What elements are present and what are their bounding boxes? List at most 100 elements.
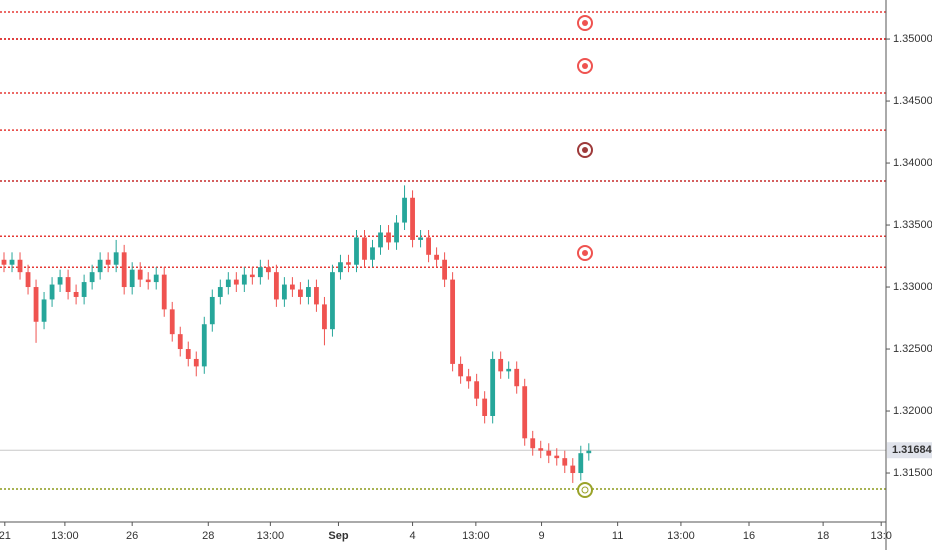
- candle-body: [185, 349, 191, 359]
- y-tick-label: 1.35000: [893, 33, 932, 45]
- candle-body: [161, 274, 167, 310]
- last-price-label: 1.31684: [892, 444, 932, 456]
- candle-body: [273, 272, 279, 300]
- candle-body: [193, 358, 199, 367]
- candle-body: [402, 197, 407, 223]
- candle-body: [554, 455, 560, 459]
- x-tick-label: Sep: [328, 530, 348, 542]
- candle-body: [97, 259, 103, 273]
- candle-body: [338, 262, 343, 273]
- y-tick-label: 1.32000: [893, 405, 932, 417]
- candle-body: [241, 274, 247, 285]
- x-tick-label: 13:00: [257, 530, 285, 542]
- candle-body: [298, 289, 303, 297]
- candle-body: [570, 465, 576, 474]
- x-tick-label: 13:00: [462, 530, 490, 542]
- candle-body: [137, 269, 143, 280]
- candle-body: [265, 267, 271, 273]
- x-tick-label: 18: [817, 530, 829, 542]
- candle-body: [145, 279, 151, 283]
- candle-body: [225, 279, 231, 288]
- candle-body: [233, 279, 239, 285]
- candle-body: [73, 291, 79, 297]
- candle-body: [562, 458, 568, 466]
- candle-body: [490, 358, 496, 416]
- y-tick-label: 1.32500: [893, 343, 932, 355]
- candle-body: [394, 222, 399, 243]
- candle-body: [370, 247, 375, 260]
- candle-body: [546, 450, 552, 456]
- candle-body: [578, 453, 584, 474]
- candle-body: [426, 237, 431, 255]
- alert-dot: [582, 63, 588, 69]
- candle-body: [306, 287, 311, 297]
- y-tick-label: 1.34500: [893, 95, 932, 107]
- x-tick-label: 28: [202, 530, 214, 542]
- x-tick-label: 9: [538, 530, 544, 542]
- candle-body: [9, 259, 15, 265]
- candle-body: [201, 324, 207, 367]
- x-tick-label: 13:00: [667, 530, 695, 542]
- candle-body: [514, 368, 520, 387]
- x-tick-label: 21: [0, 530, 11, 542]
- candle-body: [17, 259, 23, 273]
- y-tick-label: 1.33000: [893, 281, 932, 293]
- candle-body: [57, 277, 63, 285]
- x-tick-label: 26: [126, 530, 138, 542]
- candle-body: [346, 262, 351, 265]
- x-tick-label: 4: [409, 530, 415, 542]
- candle-body: [442, 259, 448, 280]
- candle-body: [217, 287, 223, 297]
- candle-body: [474, 381, 480, 399]
- candle-body: [522, 386, 528, 439]
- candle-body: [209, 296, 215, 325]
- candle-body: [410, 197, 415, 240]
- candle-body: [458, 363, 464, 377]
- candle-body: [113, 252, 119, 265]
- candle-body: [450, 279, 456, 364]
- y-tick-label: 1.33500: [893, 219, 932, 231]
- candle-body: [105, 259, 111, 265]
- candle-body: [362, 237, 367, 260]
- x-tick-label: 13:0: [870, 530, 891, 542]
- candle-body: [434, 254, 439, 260]
- candle-body: [249, 274, 255, 278]
- alert-dot: [582, 147, 588, 153]
- candle-body: [81, 282, 87, 297]
- candle-body: [153, 274, 159, 283]
- candle-body: [1, 259, 7, 265]
- candle-body: [506, 368, 512, 372]
- candle-body: [257, 267, 263, 278]
- y-tick-label: 1.31500: [893, 467, 932, 479]
- candle-body: [121, 252, 127, 288]
- candle-body: [25, 272, 31, 288]
- candle-body: [33, 287, 39, 322]
- x-tick-label: 16: [743, 530, 755, 542]
- candle-body: [281, 284, 287, 300]
- x-tick-label: 11: [612, 530, 623, 542]
- candle-body: [354, 237, 359, 265]
- candle-body: [49, 284, 55, 300]
- last-price-box: [887, 442, 932, 459]
- candle-body: [314, 287, 319, 305]
- x-tick-label: 13:00: [51, 530, 79, 542]
- candle-body: [498, 358, 504, 372]
- candle-body: [322, 304, 327, 330]
- candle-body: [65, 277, 71, 292]
- candle-body: [378, 232, 383, 248]
- candle-body: [89, 272, 95, 283]
- alert-dot: [582, 20, 588, 26]
- candle-body: [482, 398, 488, 416]
- alert-dot: [581, 486, 589, 494]
- y-tick-label: 1.34000: [893, 157, 932, 169]
- candle-body: [177, 334, 183, 350]
- candle-body: [530, 438, 536, 449]
- candle-body: [169, 309, 175, 335]
- alert-dot: [582, 250, 588, 256]
- candle-body: [418, 237, 423, 240]
- candle-body: [386, 232, 391, 243]
- candle-body: [330, 272, 335, 330]
- candle-body: [538, 448, 544, 451]
- candle-body: [586, 450, 592, 454]
